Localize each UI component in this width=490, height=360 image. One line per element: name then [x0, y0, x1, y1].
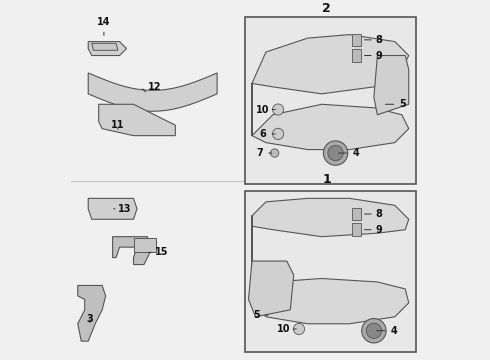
Circle shape [272, 104, 284, 115]
Polygon shape [252, 198, 409, 324]
Circle shape [272, 128, 284, 139]
Bar [133, 238, 156, 252]
Circle shape [328, 145, 343, 161]
Polygon shape [78, 285, 106, 341]
Bar [352, 208, 361, 220]
Polygon shape [113, 237, 151, 265]
Text: 5: 5 [399, 99, 406, 109]
Text: 9: 9 [376, 50, 382, 60]
Circle shape [294, 323, 305, 334]
Circle shape [362, 319, 386, 343]
Bar [352, 49, 361, 62]
Text: 3: 3 [87, 314, 94, 324]
Text: 12: 12 [147, 82, 161, 92]
Text: 2: 2 [322, 3, 331, 15]
Text: 13: 13 [118, 204, 131, 214]
Polygon shape [98, 104, 175, 136]
Bar [245, 17, 416, 184]
Text: 7: 7 [256, 148, 263, 158]
Text: 5: 5 [253, 310, 260, 320]
Text: 8: 8 [376, 209, 383, 219]
Polygon shape [88, 198, 137, 219]
Text: 14: 14 [97, 17, 111, 27]
Polygon shape [248, 261, 294, 317]
Text: 4: 4 [352, 148, 359, 158]
Bar [352, 33, 361, 46]
Polygon shape [252, 35, 409, 150]
Text: 8: 8 [376, 35, 383, 45]
Text: 10: 10 [256, 104, 270, 114]
Text: 9: 9 [376, 225, 382, 235]
Circle shape [323, 141, 348, 165]
Text: 1: 1 [322, 173, 331, 186]
Text: 11: 11 [111, 120, 124, 130]
Polygon shape [88, 73, 217, 111]
Text: 4: 4 [391, 326, 397, 336]
Circle shape [366, 323, 382, 338]
Text: 10: 10 [277, 324, 291, 334]
Polygon shape [374, 55, 409, 115]
Text: 15: 15 [155, 247, 168, 257]
Bar [352, 224, 361, 236]
Polygon shape [92, 43, 118, 50]
Polygon shape [88, 42, 126, 55]
Circle shape [270, 149, 279, 157]
Bar [245, 192, 416, 352]
Text: 6: 6 [260, 129, 267, 139]
